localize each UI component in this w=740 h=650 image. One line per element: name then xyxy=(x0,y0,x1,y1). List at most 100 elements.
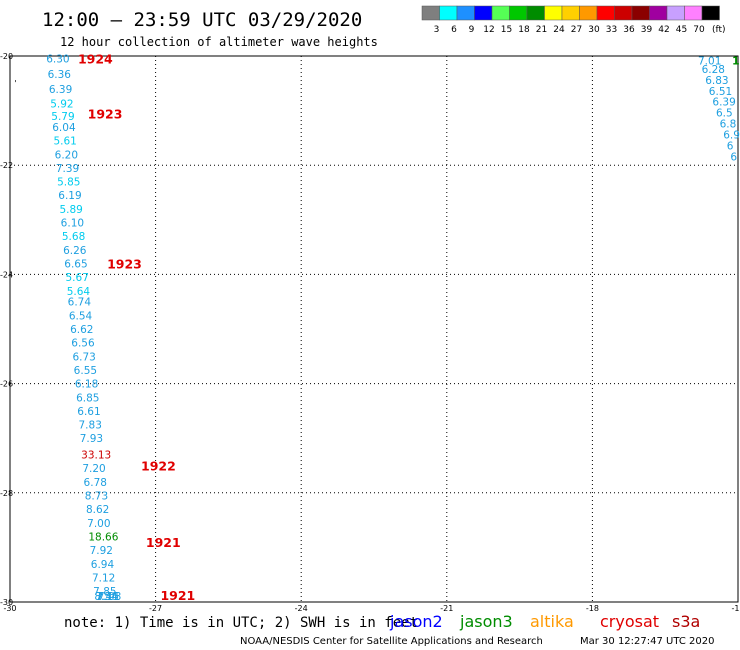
legend-swatch xyxy=(456,5,475,21)
y-tick-label: -28 xyxy=(0,489,13,498)
legend-swatch xyxy=(684,5,703,21)
left-track: 6.30 6.36 6.39 5.925.796.04 5.616.20 7.39 5.85… xyxy=(46,54,121,603)
legend-unit: (ft) xyxy=(712,25,726,35)
y-tick-label: -24 xyxy=(0,270,13,279)
legend-swatch xyxy=(649,5,668,21)
swh-value: 8.73 xyxy=(85,491,108,503)
legend-label: 6 xyxy=(451,25,457,35)
legend-swatch xyxy=(614,5,633,21)
swh-value: 5.92 xyxy=(50,99,73,111)
swh-value: 6.51 xyxy=(709,86,732,98)
legend-label: 12 xyxy=(483,25,494,35)
legend-swatch xyxy=(421,5,440,21)
swh-value: 5.68 xyxy=(62,231,85,243)
swh-value: 7.03 xyxy=(98,591,121,603)
swh-value: 6.8 xyxy=(720,119,737,131)
swh-value: 5.89 xyxy=(59,204,82,216)
legend-label: 30 xyxy=(588,25,600,35)
swh-value: 6.18 xyxy=(75,379,98,391)
color-legend: 3 6 9 12 15 18 21 24 27 30 33 36 39 42 45 70 xyxy=(421,5,720,35)
legend-swatch xyxy=(579,5,598,21)
swh-value: 7.20 xyxy=(82,463,105,475)
swh-value: 6.36 xyxy=(48,69,72,81)
satellite-s3a: s3a xyxy=(672,612,700,631)
legend-label: 42 xyxy=(658,25,669,35)
swh-value: 7.92 xyxy=(90,545,113,557)
time-labels: 1924 1923 1923 1922 1921 1921 xyxy=(78,52,195,603)
swh-value: 18.66 xyxy=(88,531,118,543)
y-tick-label: -26 xyxy=(0,380,13,389)
swh-value: 6.85 xyxy=(76,392,99,404)
legend-label: 21 xyxy=(536,25,547,35)
swh-value: 6.39 xyxy=(712,97,735,109)
swh-value: 8.62 xyxy=(86,504,109,516)
legend-swatch xyxy=(526,5,545,21)
satellite-jason3: jason3 xyxy=(459,612,513,631)
swh-value: 6.04 xyxy=(52,122,76,134)
swh-value: 5.79 xyxy=(51,111,74,123)
swh-value: 6.55 xyxy=(74,365,97,377)
swh-value: 6.73 xyxy=(72,351,95,363)
swh-value: 6.56 xyxy=(71,338,95,350)
legend-swatch xyxy=(701,5,720,21)
swh-value: 7.01 xyxy=(698,56,721,68)
swh-value: 7.83 xyxy=(79,420,102,432)
swh-value: 5.67 xyxy=(66,272,89,284)
satellite-altika: altika xyxy=(530,612,574,631)
legend-swatch xyxy=(561,5,580,21)
swh-value: 6.5 xyxy=(716,108,733,120)
time-label: 1924 xyxy=(78,52,113,67)
swh-value: 6.10 xyxy=(61,218,84,230)
swh-value: 6.65 xyxy=(64,258,87,270)
swh-value: 6.30 xyxy=(46,54,69,66)
legend-label: 18 xyxy=(518,25,530,35)
legend-label: 45 xyxy=(676,25,687,35)
swh-value: 7.00 xyxy=(87,518,110,530)
swh-value: 7.45 xyxy=(96,591,119,603)
legend-swatch xyxy=(596,5,615,21)
chart-subtitle: 12 hour collection of altimeter wave hei… xyxy=(60,35,378,49)
legend-swatch xyxy=(491,5,510,21)
chart-title: 12:00 – 23:59 UTC 03/29/2020 xyxy=(42,9,362,31)
plot-grid xyxy=(10,56,738,602)
legend-swatch xyxy=(474,5,493,21)
legend-label: 24 xyxy=(553,25,565,35)
plot-frame xyxy=(9,55,739,603)
swh-value: 6.9 xyxy=(723,129,740,141)
time-label: 1921 xyxy=(160,588,195,603)
y-axis-ticks: -20 -22 -24 -26 -28 -30 xyxy=(0,52,13,607)
credit-text: NOAA/NESDIS Center for Satellite Applica… xyxy=(240,636,543,647)
time-label: 1923 xyxy=(107,256,142,271)
x-axis-ticks: -30 -27 -24 -21 -18 -15 xyxy=(3,604,740,613)
legend-label: 70 xyxy=(693,25,705,35)
x-tick-label: -30 xyxy=(3,604,16,613)
x-tick-label: -21 xyxy=(440,604,453,613)
legend-label: 9 xyxy=(469,25,475,35)
stray-mark: ' xyxy=(13,79,18,88)
swh-value: 6.78 xyxy=(84,477,107,489)
swh-value: 6.83 xyxy=(705,75,728,87)
time-label: 1922 xyxy=(141,459,176,474)
satellite-cryosat: cryosat xyxy=(600,612,659,631)
swh-value: 5.64 xyxy=(67,286,91,298)
y-tick-label: -30 xyxy=(0,598,13,607)
swh-value: 7.85 xyxy=(93,586,116,598)
clipped-value: 1 xyxy=(732,55,740,68)
legend-label: 33 xyxy=(606,25,617,35)
swh-value: 6.62 xyxy=(70,324,93,336)
time-label: 1923 xyxy=(88,106,123,121)
swh-value: 5.85 xyxy=(57,177,80,189)
legend-swatch xyxy=(544,5,563,21)
x-tick-label: -18 xyxy=(586,604,599,613)
timestamp-text: Mar 30 12:27:47 UTC 2020 xyxy=(580,636,715,647)
swh-value: 6.61 xyxy=(77,406,100,418)
swh-value: 5.61 xyxy=(53,136,76,148)
legend-label: 39 xyxy=(641,25,653,35)
swh-value: 7.39 xyxy=(56,163,79,175)
legend-label: 27 xyxy=(571,25,582,35)
swh-value: 6.39 xyxy=(49,84,72,96)
swh-value: 6.28 xyxy=(702,64,725,76)
y-tick-label: -22 xyxy=(0,161,13,170)
